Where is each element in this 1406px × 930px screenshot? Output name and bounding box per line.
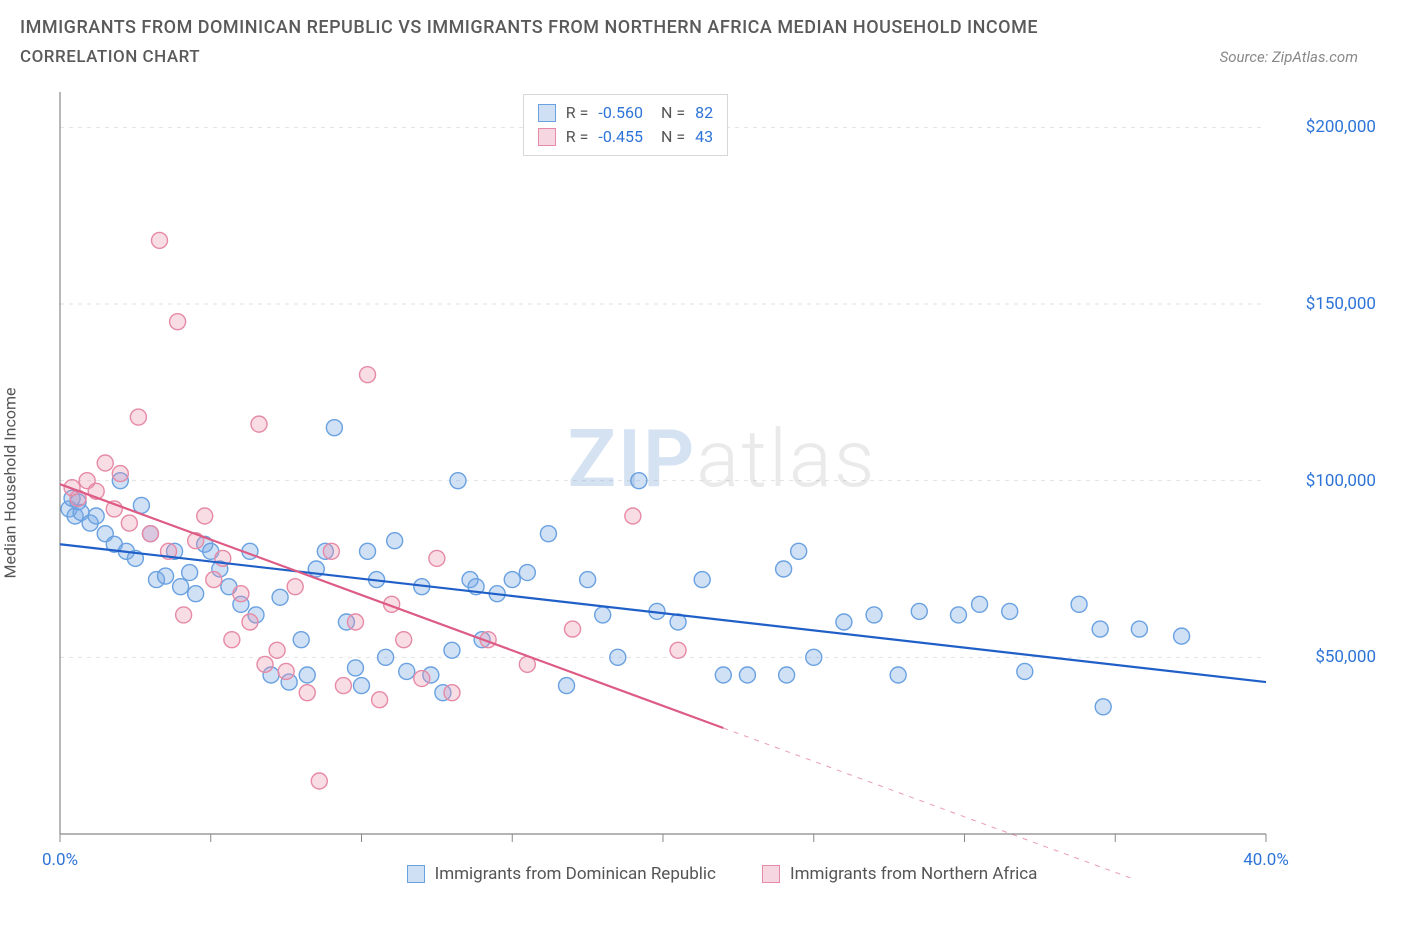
stats-legend: R = -0.560 N = 82R = -0.455 N = 43 xyxy=(523,94,728,156)
legend-swatch xyxy=(762,865,780,883)
chart-title: IMMIGRANTS FROM DOMINICAN REPUBLIC VS IM… xyxy=(20,14,1386,43)
series-legend-label: Immigrants from Dominican Republic xyxy=(435,864,716,884)
y-tick-label: $200,000 xyxy=(1306,117,1376,137)
y-axis-label: Median Household Income xyxy=(1,388,20,579)
scatter-chart xyxy=(58,88,1386,878)
legend-swatch xyxy=(538,128,556,146)
legend-n-label: N = xyxy=(653,125,685,149)
series-legend-item: Immigrants from Northern Africa xyxy=(762,864,1037,884)
legend-n-label: N = xyxy=(653,101,685,125)
legend-r-value: -0.560 xyxy=(598,101,643,125)
y-tick-label: $100,000 xyxy=(1306,471,1376,491)
plot-area: ZIPatlas R = -0.560 N = 82R = -0.455 N =… xyxy=(58,88,1386,878)
legend-n-value: 43 xyxy=(695,125,713,149)
source-label: Source: ZipAtlas.com xyxy=(1220,48,1386,66)
chart-container: Median Household Income ZIPatlas R = -0.… xyxy=(20,88,1386,878)
y-tick-label: $50,000 xyxy=(1315,647,1376,667)
series-legend-label: Immigrants from Northern Africa xyxy=(790,864,1037,884)
chart-header: IMMIGRANTS FROM DOMINICAN REPUBLIC VS IM… xyxy=(0,0,1406,67)
legend-row: R = -0.560 N = 82 xyxy=(538,101,713,125)
legend-swatch xyxy=(538,104,556,122)
y-tick-label: $150,000 xyxy=(1306,294,1376,314)
legend-n-value: 82 xyxy=(695,101,713,125)
series-legend: Immigrants from Dominican Republic Immigr… xyxy=(58,864,1386,884)
legend-swatch xyxy=(407,865,425,883)
subtitle-row: CORRELATION CHART Source: ZipAtlas.com xyxy=(20,47,1386,67)
legend-r-label: R = xyxy=(566,125,589,149)
legend-r-label: R = xyxy=(566,101,589,125)
series-legend-item: Immigrants from Dominican Republic xyxy=(407,864,716,884)
legend-r-value: -0.455 xyxy=(598,125,643,149)
chart-subtitle: CORRELATION CHART xyxy=(20,47,200,67)
legend-row: R = -0.455 N = 43 xyxy=(538,125,713,149)
